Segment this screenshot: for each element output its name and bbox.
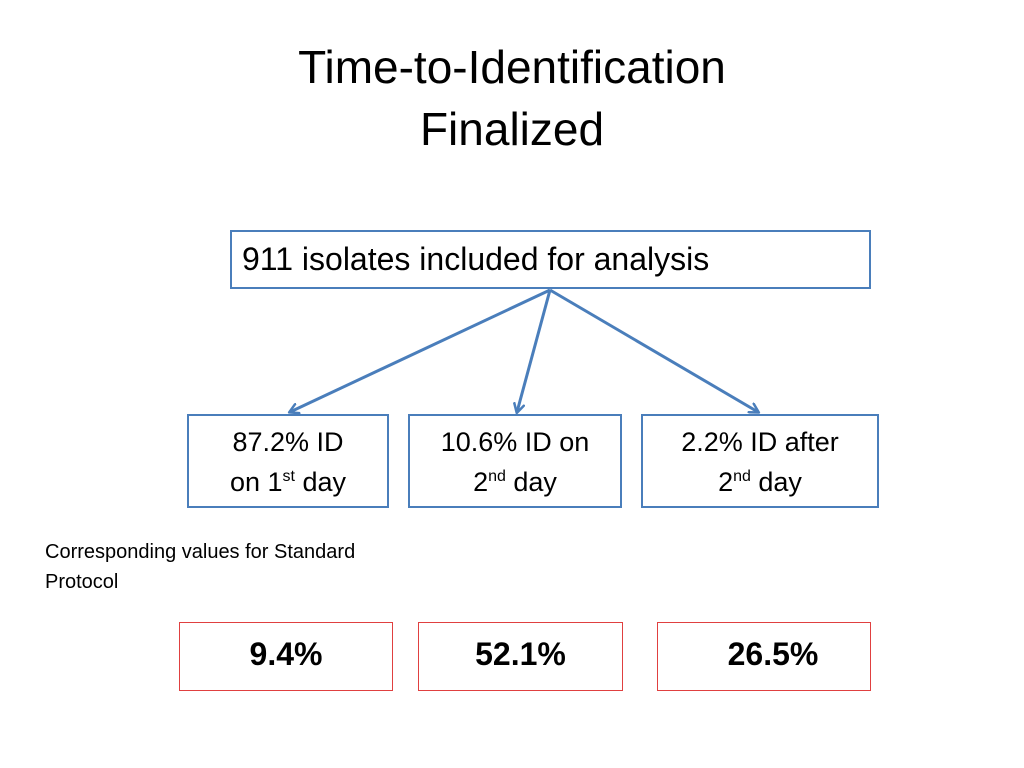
branch-2-line-1: 10.6% ID on xyxy=(440,427,590,457)
branch-3-line-1: 2.2% ID after xyxy=(681,427,839,457)
branch-box-after-day-2: 2.2% ID after 2nd day xyxy=(641,414,879,508)
title-line-2: Finalized xyxy=(419,103,605,155)
branch-1-line-1: 87.2% ID xyxy=(232,427,344,457)
branch-1-line-2: on 1st day xyxy=(229,467,347,497)
standard-value-after-day-2: 26.5% xyxy=(657,622,871,691)
arrow-to-day-1 xyxy=(290,288,551,412)
standard-value-day-1: 9.4% xyxy=(179,622,393,691)
root-box: 911 isolates included for analysis xyxy=(230,230,871,289)
standard-value-day-2: 52.1% xyxy=(418,622,623,691)
branch-box-day-2: 10.6% ID on 2nd day xyxy=(408,414,622,508)
slide-title: Time-to-Identification Finalized xyxy=(0,36,1024,160)
arrow-to-day-2 xyxy=(517,289,552,412)
branch-box-day-1: 87.2% ID on 1st day xyxy=(187,414,389,508)
branch-2-line-2: 2nd day xyxy=(473,467,557,497)
branch-3-line-2: 2nd day xyxy=(718,467,802,497)
standard-protocol-caption: Corresponding values for Standard Protoc… xyxy=(45,541,356,593)
title-line-1: Time-to-Identification xyxy=(298,41,726,93)
arrow-after-day-2 xyxy=(549,288,758,412)
